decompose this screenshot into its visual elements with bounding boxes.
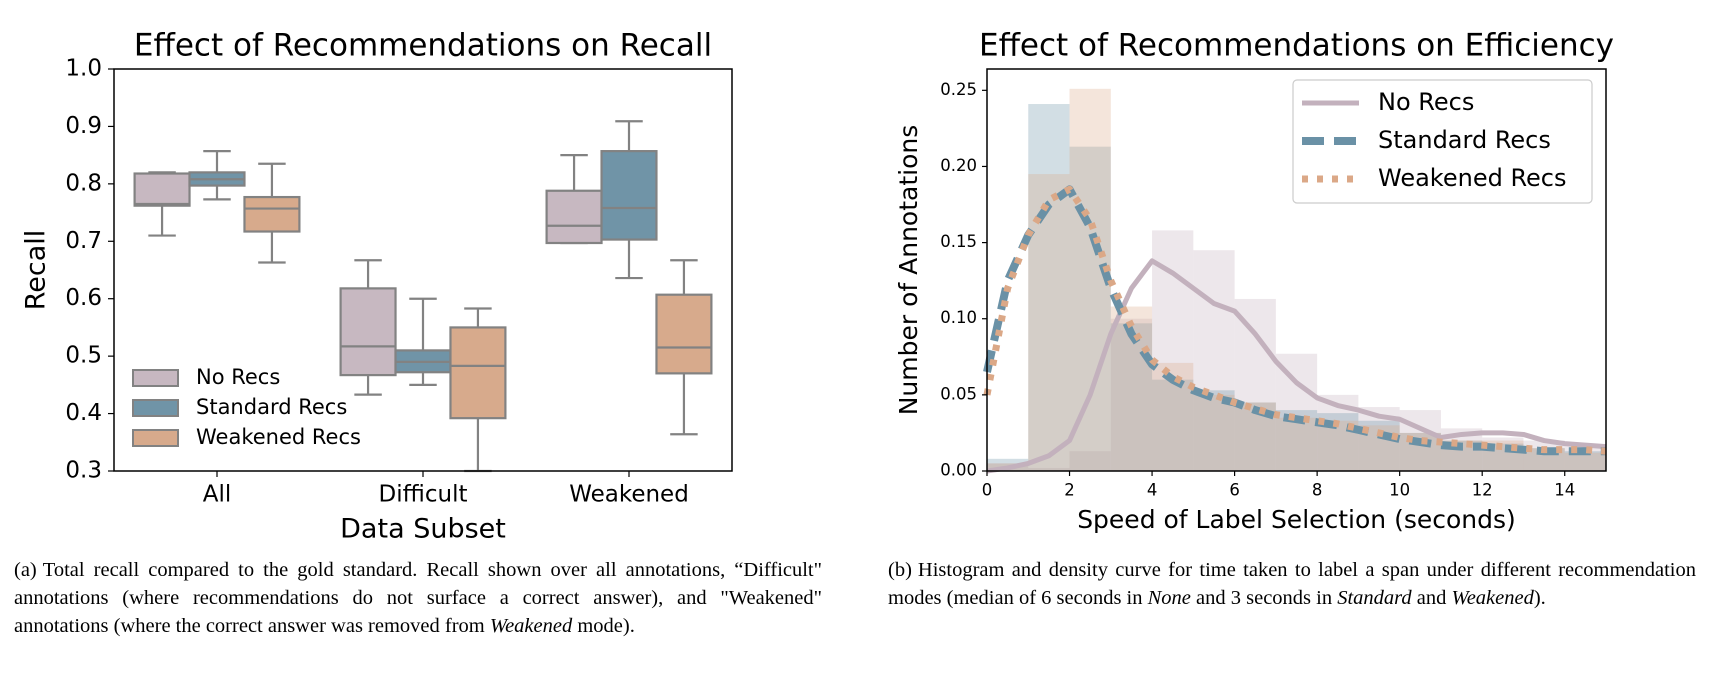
y-tick-label: 0.9 xyxy=(65,113,102,139)
figure: 0.3 0.4 0.5 0.6 0.7 0.8 0.9 1.0 All Difficult Weak… xyxy=(21,28,1615,545)
caption-text: Weakened xyxy=(1451,587,1534,609)
x-tick-label: 2 xyxy=(1064,481,1075,500)
y-tick-label: 0.10 xyxy=(940,308,977,327)
caption-text: and 3 seconds in xyxy=(1190,587,1338,609)
box xyxy=(339,287,397,377)
caption-text: Histogram and density curve for time tak… xyxy=(888,559,1696,609)
hist-bar xyxy=(1564,451,1606,471)
y-tick-label: 0.15 xyxy=(940,232,977,251)
hist-bar xyxy=(1234,298,1276,471)
x-tick-label: Weakened xyxy=(569,482,689,508)
y-axis-label: Recall xyxy=(21,230,52,311)
caption-text: Weakened xyxy=(489,615,573,637)
hist-bar xyxy=(1152,379,1194,471)
hist-bar xyxy=(1069,451,1111,471)
caption: (a) Total recall compared to the gold sta… xyxy=(14,556,822,640)
box xyxy=(655,293,713,375)
caption-label: (b) xyxy=(888,559,912,581)
caption-text: Standard xyxy=(1337,587,1412,609)
density-line xyxy=(983,185,1606,456)
x-axis-label: Data Subset xyxy=(340,514,506,545)
hist-bar xyxy=(1193,394,1235,471)
x-tick-label: 10 xyxy=(1389,481,1410,500)
caption: (b) Histogram and density curve for time … xyxy=(888,556,1696,612)
plot-frame xyxy=(113,68,733,472)
y-tick-label: 0.20 xyxy=(940,156,977,175)
y-tick-label: 0.7 xyxy=(65,228,102,254)
density-line xyxy=(986,258,1607,474)
x-tick-label: Difficult xyxy=(379,482,468,508)
legend-label: Weakened Recs xyxy=(196,425,361,449)
x-tick-label: 6 xyxy=(1229,481,1240,500)
caption-text: Total recall compared to the gold standa… xyxy=(14,559,822,637)
y-axis-label: Number of Annotations xyxy=(894,125,923,416)
legend-swatch xyxy=(132,399,179,417)
caption-text: ). xyxy=(1533,587,1546,609)
x-tick-label: 8 xyxy=(1312,481,1323,500)
chart-title: Effect of Recommendations on Recall xyxy=(134,28,712,64)
hist-bar xyxy=(1193,250,1235,471)
hist-bar xyxy=(1028,467,1070,471)
hist-bar xyxy=(1110,318,1153,471)
hist-bar xyxy=(1028,104,1070,471)
hist-bar xyxy=(1275,353,1318,471)
legend-label: Weakened Recs xyxy=(1378,164,1567,192)
hist-bar xyxy=(1028,174,1070,471)
x-tick-label: 0 xyxy=(982,481,993,500)
legend-label: Standard Recs xyxy=(1378,126,1551,154)
caption-text: mode). xyxy=(572,615,635,637)
legend-swatch xyxy=(132,369,179,387)
hist-bar xyxy=(1482,437,1524,471)
chart-title: Effect of Recommendations on Efficiency xyxy=(979,28,1614,64)
y-tick-label: 0.6 xyxy=(65,285,102,311)
y-tick-label: 0.8 xyxy=(65,170,102,196)
y-tick-label: 0.5 xyxy=(65,343,102,369)
box xyxy=(133,172,191,207)
caption-text: and xyxy=(1411,587,1452,609)
caption-text: None xyxy=(1147,587,1191,609)
x-tick-label: 14 xyxy=(1554,481,1575,500)
caption-label: (a) xyxy=(14,559,37,581)
box xyxy=(449,326,507,420)
legend-swatch xyxy=(132,429,179,447)
box xyxy=(243,195,301,233)
y-tick-label: 0.00 xyxy=(940,461,977,480)
y-tick-label: 0.3 xyxy=(65,458,102,484)
x-tick-label: 4 xyxy=(1147,481,1158,500)
box xyxy=(545,189,603,245)
y-tick-label: 1.0 xyxy=(65,56,102,82)
hist-bar xyxy=(1275,417,1318,471)
plot-frame xyxy=(986,68,1607,472)
x-tick-label: All xyxy=(203,482,232,508)
y-tick-label: 0.4 xyxy=(65,400,102,426)
x-tick-label: 12 xyxy=(1472,481,1493,500)
box xyxy=(600,150,658,241)
legend-box xyxy=(1292,79,1593,204)
legend-label: No Recs xyxy=(196,365,280,389)
hist-bar xyxy=(1564,452,1606,471)
legend-label: No Recs xyxy=(1378,88,1474,116)
y-tick-label: 0.25 xyxy=(940,80,977,99)
y-tick-label: 0.05 xyxy=(940,384,977,403)
x-axis-label: Speed of Label Selection (seconds) xyxy=(1077,505,1516,534)
legend-label: Standard Recs xyxy=(196,395,347,419)
